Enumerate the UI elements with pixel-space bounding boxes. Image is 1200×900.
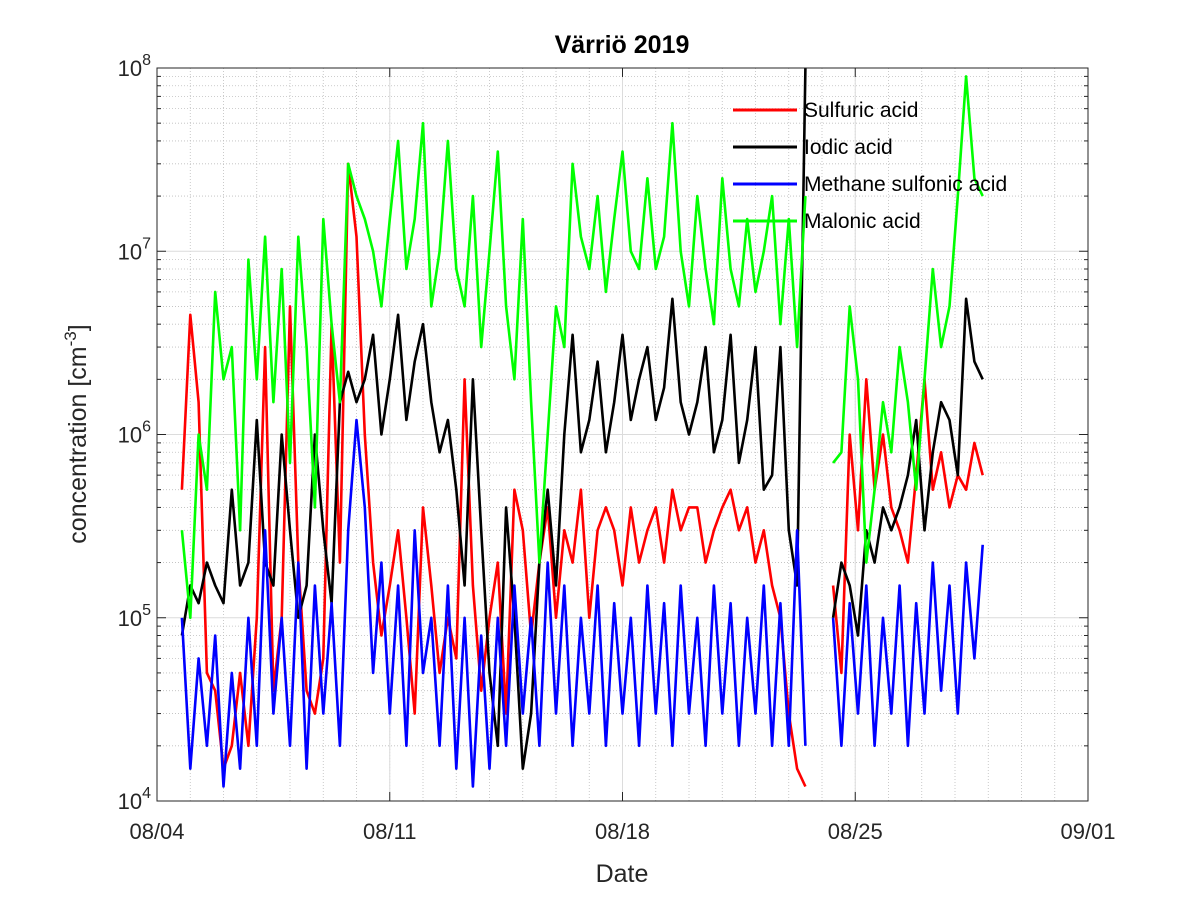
y-tick-exponent: 6 [142, 419, 151, 436]
chart-title: Värriö 2019 [555, 31, 690, 59]
legend-label-methane-sulfonic-acid: Methane sulfonic acid [804, 173, 1007, 196]
series-line-methane-sulfonic-acid [180, 418, 984, 788]
y-tick-base: 10 [118, 56, 142, 81]
series-layer [180, 68, 984, 788]
x-tick-label: 08/18 [595, 819, 650, 844]
x-tick-label: 08/04 [129, 819, 184, 844]
y-axis-label-main: concentration [cm [64, 346, 92, 543]
y-tick-label: 106 [118, 419, 151, 448]
y-tick-base: 10 [118, 239, 142, 264]
y-tick-base: 10 [118, 423, 142, 448]
y-tick-exponent: 7 [142, 235, 151, 252]
y-tick-label: 105 [118, 602, 151, 631]
y-tick-exponent: 8 [142, 52, 151, 69]
y-tick-label: 104 [118, 785, 151, 814]
y-axis-label-suffix: ] [64, 324, 92, 331]
x-axis-label: Date [596, 860, 649, 888]
y-tick-label: 107 [118, 235, 151, 264]
x-tick-label: 08/25 [828, 819, 883, 844]
x-tick-labels: 08/04 08/11 08/18 08/25 09/01 [129, 819, 1115, 844]
y-tick-label: 108 [118, 52, 151, 81]
y-tick-base: 10 [118, 606, 142, 631]
y-axis-label: concentration [cm-3] [61, 324, 92, 543]
x-tick-label: 09/01 [1060, 819, 1115, 844]
axis-ticks [156, 67, 1089, 802]
y-tick-base: 10 [118, 789, 142, 814]
y-tick-exponent: 4 [142, 785, 151, 802]
legend-label-malonic-acid: Malonic acid [804, 210, 921, 233]
series-line-malonic-acid [180, 75, 984, 620]
y-axis-label-exponent: -3 [61, 331, 80, 346]
y-tick-exponent: 5 [142, 602, 151, 619]
legend: Sulfuric acid Iodic acid Methane sulfonic … [733, 99, 1007, 233]
x-tick-label: 08/11 [363, 819, 416, 844]
legend-label-sulfuric-acid: Sulfuric acid [804, 99, 918, 122]
legend-label-iodic-acid: Iodic acid [804, 136, 893, 159]
